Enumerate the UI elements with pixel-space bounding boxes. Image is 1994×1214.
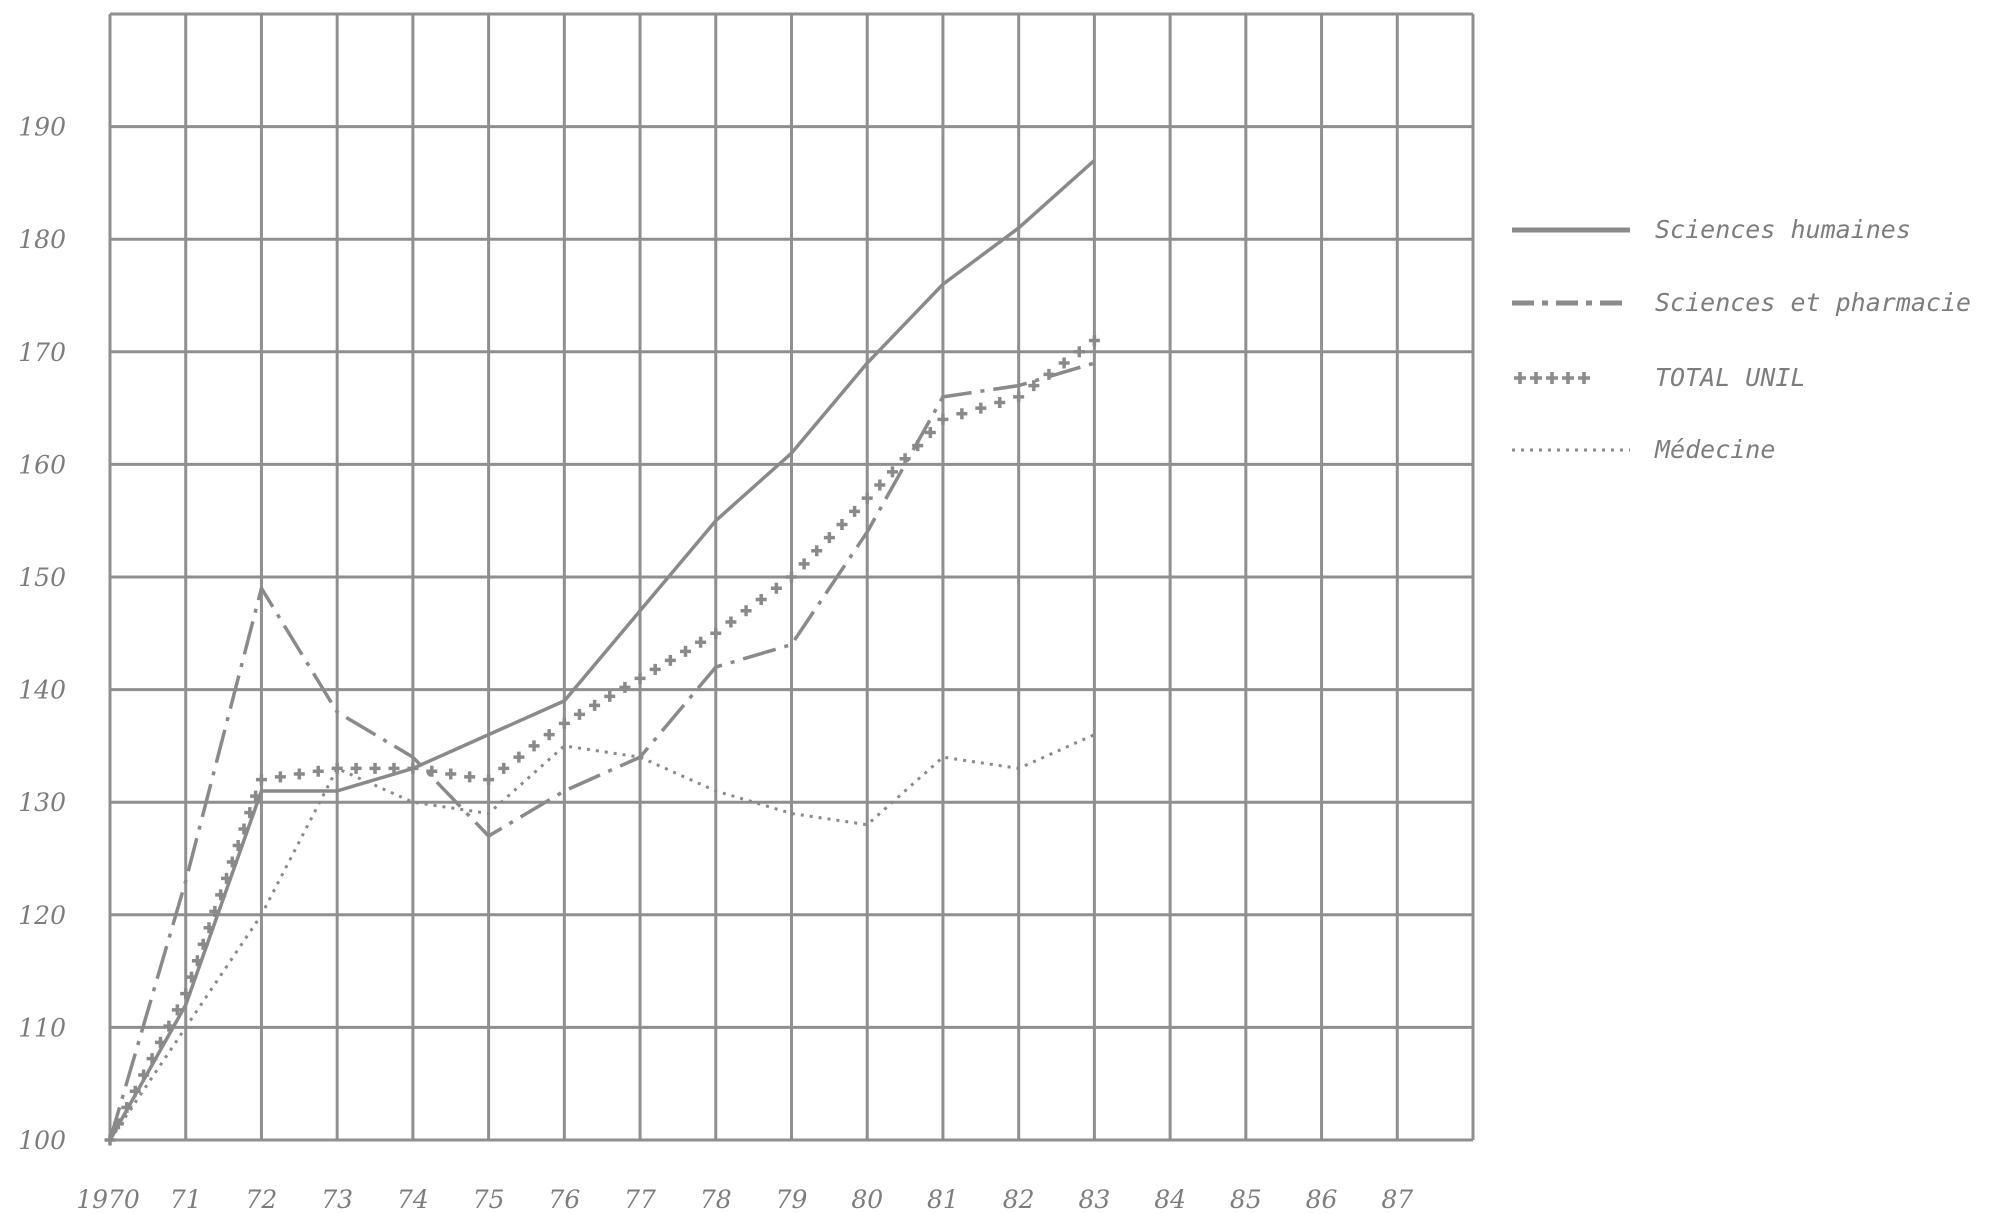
series-point-cross — [874, 480, 885, 491]
series-point-cross — [275, 771, 286, 782]
legend-swatch-cross — [1514, 372, 1526, 384]
x-tick-label: 71 — [170, 1185, 202, 1214]
legend-label: Médecine — [1654, 435, 1775, 464]
series-point-cross — [370, 763, 381, 774]
y-tick-label: 170 — [18, 338, 66, 367]
series-point-cross — [900, 453, 911, 464]
series-point-cross — [1074, 346, 1085, 357]
legend-swatch-cross — [1562, 372, 1574, 384]
series-point-cross — [695, 637, 706, 648]
series-point-cross — [313, 766, 324, 777]
series-point-cross — [956, 408, 967, 419]
series-point-cross — [741, 605, 752, 616]
legend-label: Sciences humaines — [1655, 215, 1911, 244]
series-sciences-et-pharmacie — [110, 363, 1094, 1140]
x-tick-label: 86 — [1306, 1185, 1338, 1214]
series-point-cross — [589, 700, 600, 711]
y-tick-label: 140 — [18, 676, 66, 705]
series-point-cross — [725, 617, 736, 628]
series-point-cross — [1043, 369, 1054, 380]
series-point-cross — [975, 403, 986, 414]
series-point-cross — [994, 397, 1005, 408]
series-point-cross — [445, 769, 456, 780]
series-point-cross — [635, 673, 646, 684]
legend-label: TOTAL UNIL — [1655, 363, 1806, 392]
series-point-cross — [710, 628, 721, 639]
series-point-cross — [811, 545, 822, 556]
series-point-cross — [887, 466, 898, 477]
y-tick-label: 110 — [18, 1013, 66, 1042]
series-point-cross — [862, 493, 873, 504]
x-tick-label: 79 — [776, 1185, 808, 1214]
series-point-cross — [464, 771, 475, 782]
series-total-unil — [105, 335, 1100, 1145]
series-point-cross — [483, 774, 494, 785]
x-tick-label: 72 — [246, 1185, 278, 1214]
x-tick-label: 85 — [1230, 1185, 1262, 1214]
series-point-cross — [351, 763, 362, 774]
x-tick-label: 87 — [1381, 1185, 1413, 1214]
x-tick-label: 74 — [397, 1185, 429, 1214]
series-point-cross — [544, 729, 555, 740]
x-tick-label: 77 — [624, 1185, 656, 1214]
series-point-cross — [937, 414, 948, 425]
series-point-cross — [836, 519, 847, 530]
x-tick-label: 82 — [1003, 1185, 1035, 1214]
legend-swatch-cross — [1546, 372, 1558, 384]
y-tick-label: 130 — [18, 788, 66, 817]
series-lines — [105, 160, 1100, 1145]
legend-swatch-cross — [1578, 372, 1590, 384]
series-point-cross — [1089, 335, 1100, 346]
x-tick-label: 83 — [1078, 1185, 1110, 1214]
legend-swatch-cross — [1530, 372, 1542, 384]
x-tick-label: 73 — [321, 1185, 353, 1214]
series-sciences-humaines — [110, 160, 1094, 1140]
y-tick-label: 180 — [18, 225, 66, 254]
x-tick-label: 78 — [700, 1185, 732, 1214]
y-tick-label: 160 — [18, 450, 66, 479]
series-point-cross — [513, 752, 524, 763]
series-point-cross — [604, 691, 615, 702]
y-tick-label: 190 — [18, 113, 66, 142]
y-axis-ticks: 100 110 120 130 140 150 160 170 180 190 — [18, 113, 66, 1155]
x-tick-label: 76 — [548, 1185, 580, 1214]
series-point-cross — [332, 763, 343, 774]
legend-label: Sciences et pharmacie — [1655, 288, 1971, 317]
x-tick-label: 84 — [1154, 1185, 1186, 1214]
series-point-cross — [559, 718, 570, 729]
x-tick-label: 75 — [473, 1185, 505, 1214]
series-point-cross — [849, 506, 860, 517]
series-point-cross — [799, 558, 810, 569]
x-tick-label: 81 — [927, 1185, 959, 1214]
series-point-cross — [665, 655, 676, 666]
series-point-cross — [824, 532, 835, 543]
x-tick-label: 80 — [851, 1185, 883, 1214]
series-point-cross — [771, 583, 782, 594]
series-point-cross — [650, 664, 661, 675]
y-tick-label: 150 — [18, 563, 66, 592]
series-point-cross — [1013, 391, 1024, 402]
series-point-cross — [407, 763, 418, 774]
series-point-cross — [1059, 358, 1070, 369]
series-point-cross — [756, 594, 767, 605]
x-tick-label: 1970 — [76, 1185, 140, 1214]
series-point-cross — [498, 763, 509, 774]
y-tick-label: 100 — [18, 1126, 66, 1155]
y-tick-label: 120 — [18, 901, 66, 930]
series-point-cross — [619, 682, 630, 693]
series-point-cross — [786, 572, 797, 583]
legend: Sciences humaines Sciences et pharmacie TO… — [1512, 215, 1971, 464]
series-point-cross — [680, 646, 691, 657]
series-point-cross — [256, 774, 267, 785]
x-axis-ticks: 1970 71 72 73 74 75 76 77 78 79 80 81 82 83 84 85 86 87 — [76, 1185, 1413, 1214]
series-point-cross — [574, 709, 585, 720]
series-point-cross — [294, 769, 305, 780]
series-point-cross — [529, 740, 540, 751]
